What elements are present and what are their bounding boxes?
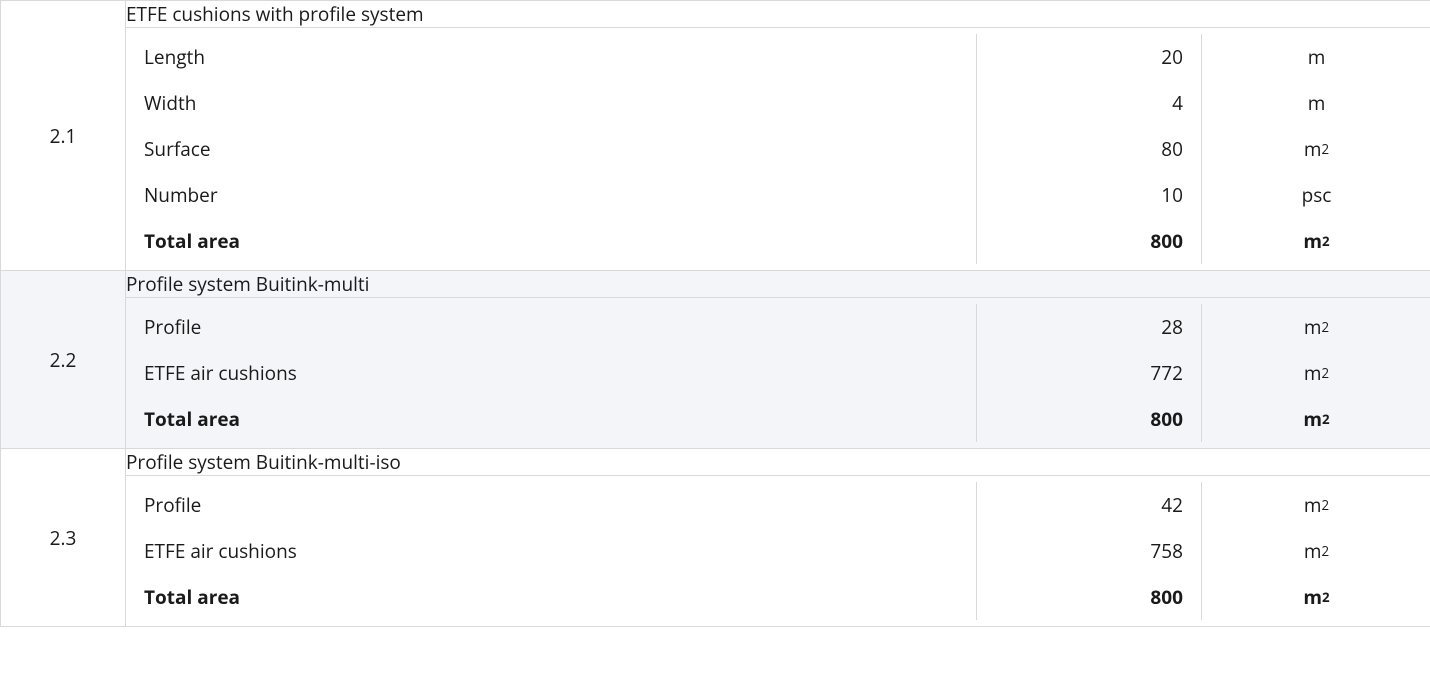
table-row: Profile42m2 — [126, 482, 1430, 528]
section-index: 2.1 — [1, 1, 126, 271]
row-label: Width — [126, 80, 976, 126]
row-value: 42 — [976, 482, 1201, 528]
row-unit: m — [1201, 80, 1430, 126]
row-label: Profile — [126, 304, 976, 350]
row-value: 10 — [976, 172, 1201, 218]
section-title: Profile system Buitink-multi — [126, 271, 1430, 298]
table-row: ETFE air cushions758m2 — [126, 528, 1430, 574]
row-unit: m — [1201, 34, 1430, 80]
row-value: 28 — [976, 304, 1201, 350]
row-unit: m2 — [1201, 574, 1430, 620]
table-row: Width4m — [126, 80, 1430, 126]
row-label: ETFE air cushions — [126, 528, 976, 574]
row-value: 758 — [976, 528, 1201, 574]
row-value: 800 — [976, 396, 1201, 442]
section-body: Profile42m2ETFE air cushions758m2Total a… — [126, 476, 1430, 627]
row-unit: psc — [1201, 172, 1430, 218]
row-label: Profile — [126, 482, 976, 528]
section-body: Length20mWidth4mSurface80m2Number10pscTo… — [126, 28, 1430, 271]
row-unit: m2 — [1201, 528, 1430, 574]
row-label: Length — [126, 34, 976, 80]
row-value: 800 — [976, 574, 1201, 620]
section-title: Profile system Buitink-multi-iso — [126, 449, 1430, 476]
row-label: ETFE air cushions — [126, 350, 976, 396]
row-unit: m2 — [1201, 482, 1430, 528]
table-row: Surface80m2 — [126, 126, 1430, 172]
section-title: ETFE cushions with profile system — [126, 1, 1430, 28]
row-value: 800 — [976, 218, 1201, 264]
section-index: 2.3 — [1, 449, 126, 627]
row-unit: m2 — [1201, 218, 1430, 264]
row-label: Total area — [126, 574, 976, 620]
row-value: 80 — [976, 126, 1201, 172]
spec-table: 2.1ETFE cushions with profile system Leng… — [0, 0, 1430, 627]
row-label: Number — [126, 172, 976, 218]
row-value: 772 — [976, 350, 1201, 396]
row-unit: m2 — [1201, 350, 1430, 396]
row-unit: m2 — [1201, 396, 1430, 442]
section-body: Profile28m2ETFE air cushions772m2Total a… — [126, 298, 1430, 449]
spec-table-body: 2.1ETFE cushions with profile system Leng… — [1, 1, 1430, 627]
section-index: 2.2 — [1, 271, 126, 449]
row-unit: m2 — [1201, 126, 1430, 172]
table-row: Length20m — [126, 34, 1430, 80]
table-row: Total area800m2 — [126, 396, 1430, 442]
table-row: Number10psc — [126, 172, 1430, 218]
table-row: ETFE air cushions772m2 — [126, 350, 1430, 396]
row-value: 4 — [976, 80, 1201, 126]
table-row: Total area800m2 — [126, 218, 1430, 264]
table-row: Total area800m2 — [126, 574, 1430, 620]
row-label: Surface — [126, 126, 976, 172]
row-label: Total area — [126, 396, 976, 442]
table-row: Profile28m2 — [126, 304, 1430, 350]
row-unit: m2 — [1201, 304, 1430, 350]
row-value: 20 — [976, 34, 1201, 80]
row-label: Total area — [126, 218, 976, 264]
